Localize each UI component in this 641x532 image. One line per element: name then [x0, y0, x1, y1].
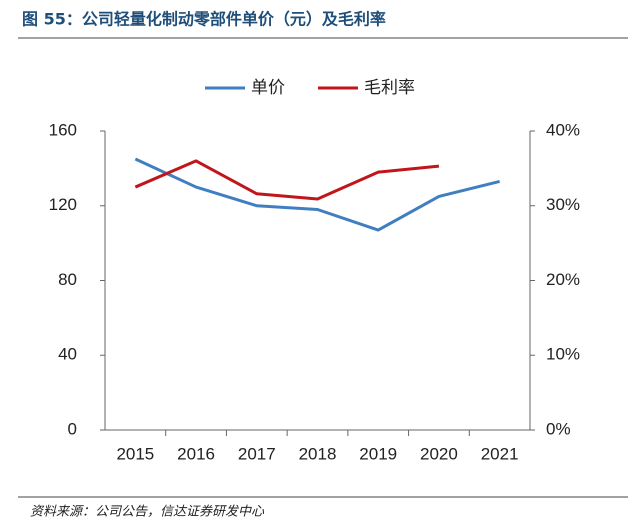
y2-tick-label: 10% [546, 345, 580, 364]
legend-label: 单价 [251, 78, 285, 98]
series-line [134, 159, 440, 201]
y-tick-label: 160 [49, 120, 77, 139]
series-line [134, 157, 501, 232]
x-tick-label: 2016 [177, 444, 215, 463]
chart-title: 图 55：公司轻量化制动零部件单价（元）及毛利率 [22, 10, 386, 29]
legend-label: 毛利率 [364, 78, 415, 98]
source: 资料来源：公司公告，信达证券研发中心 [30, 505, 265, 520]
x-tick-label: 2020 [420, 444, 458, 463]
x-tick-label: 2018 [299, 444, 337, 463]
y2-tick-label: 0% [546, 419, 571, 438]
x-tick-label: 2015 [116, 444, 154, 463]
y-tick-label: 40 [58, 345, 77, 364]
y2-tick-label: 30% [546, 195, 580, 214]
y-tick-label: 80 [58, 270, 77, 289]
y-tick-label: 0 [68, 419, 77, 438]
y-tick-label: 120 [49, 195, 77, 214]
y2-tick-label: 20% [546, 270, 580, 289]
x-tick-label: 2019 [359, 444, 397, 463]
y2-tick-label: 40% [546, 120, 580, 139]
x-tick-label: 2021 [481, 444, 519, 463]
x-tick-label: 2017 [238, 444, 276, 463]
